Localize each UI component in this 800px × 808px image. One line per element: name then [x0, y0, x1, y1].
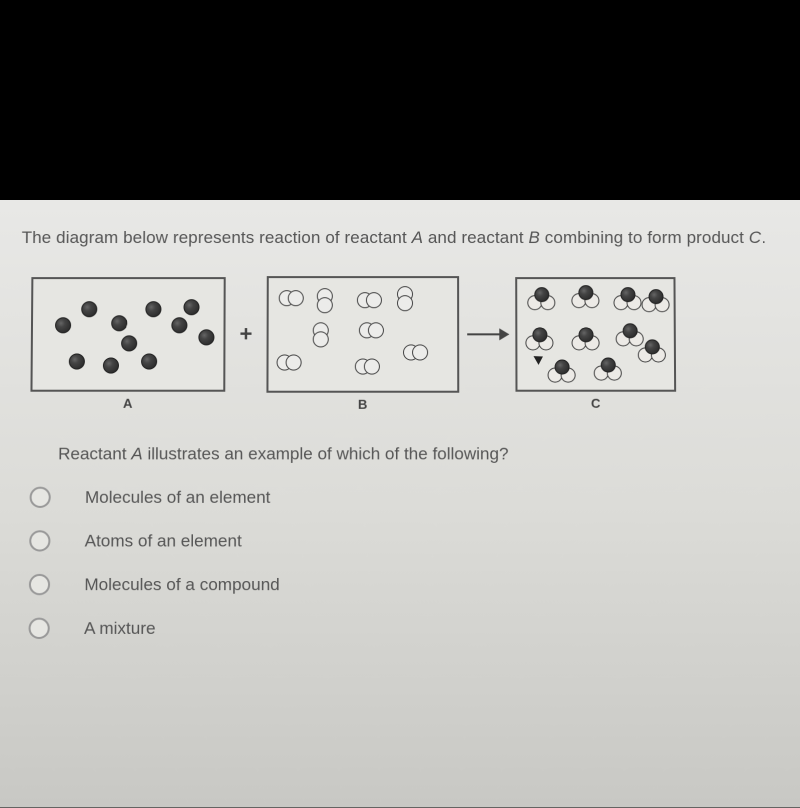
dark-atom	[103, 357, 119, 373]
dark-atom	[81, 301, 97, 317]
panel-a-wrap: A	[30, 277, 225, 411]
react-c-em: C	[749, 228, 762, 247]
option-row-1[interactable]: Atoms of an element	[29, 530, 800, 551]
open-pair	[317, 288, 333, 314]
dark-atom	[145, 301, 161, 317]
radio-icon[interactable]	[29, 574, 50, 595]
react-b-em: B	[528, 228, 540, 247]
option-label-1: Atoms of an element	[85, 531, 242, 551]
cursor-icon	[533, 352, 545, 365]
arrow-icon	[467, 333, 507, 335]
panel-c-label: C	[591, 396, 600, 411]
option-label-3: A mixture	[84, 618, 156, 638]
panel-b	[266, 276, 459, 393]
option-label-0: Molecules of an element	[85, 487, 271, 507]
product-molecule	[547, 359, 575, 383]
product-molecule	[613, 287, 641, 311]
q2-post: illustrates an example of which of the f…	[143, 444, 509, 463]
dark-atom	[198, 329, 214, 345]
options-list: Molecules of an element Atoms of an elem…	[28, 487, 800, 639]
dark-atom	[171, 317, 187, 333]
panel-b-wrap: B	[266, 276, 459, 412]
open-pair	[276, 354, 302, 370]
sub-question: Reactant A illustrates an example of whi…	[58, 444, 800, 464]
open-pair	[403, 344, 429, 360]
content-area: The diagram below represents reaction of…	[0, 200, 800, 639]
prompt-text: The diagram below represents reaction of…	[22, 228, 800, 248]
product-molecule	[594, 357, 622, 381]
panel-c	[515, 277, 676, 392]
dark-atom	[121, 335, 137, 351]
option-row-3[interactable]: A mixture	[28, 618, 800, 639]
dark-atom	[69, 353, 85, 369]
option-row-0[interactable]: Molecules of an element	[30, 487, 800, 508]
dark-atom	[183, 299, 199, 315]
product-molecule	[638, 339, 666, 363]
dark-atom	[111, 315, 127, 331]
product-molecule	[641, 289, 669, 313]
prompt-seg-4: .	[761, 228, 766, 247]
open-pair	[397, 286, 413, 312]
open-pair	[357, 292, 383, 308]
product-molecule	[571, 285, 599, 309]
open-pair	[313, 322, 329, 348]
dark-atom	[55, 317, 71, 333]
open-pair	[279, 290, 305, 306]
open-pair	[359, 322, 385, 338]
product-molecule	[571, 327, 599, 351]
radio-icon[interactable]	[28, 618, 49, 639]
panel-a	[30, 277, 225, 392]
q2-em: A	[131, 444, 143, 463]
plus-operator: +	[233, 321, 258, 367]
radio-icon[interactable]	[29, 530, 50, 551]
prompt-seg-2: and reactant	[423, 228, 528, 247]
panel-b-label: B	[358, 397, 367, 412]
product-molecule	[525, 327, 553, 351]
panel-a-label: A	[123, 396, 133, 411]
prompt-seg-1: The diagram below represents reaction of…	[22, 228, 412, 247]
dark-atom	[141, 353, 157, 369]
react-a-em: A	[412, 228, 423, 247]
panel-c-wrap: C	[515, 277, 676, 411]
radio-icon[interactable]	[30, 487, 51, 508]
prompt-seg-3: combining to form product	[540, 228, 749, 247]
option-row-2[interactable]: Molecules of a compound	[29, 574, 800, 595]
product-molecule	[527, 287, 555, 311]
reaction-equation: A + B C	[30, 276, 800, 412]
open-pair	[355, 358, 381, 374]
q2-pre: Reactant	[58, 444, 131, 463]
problem-paper: The diagram below represents reaction of…	[0, 200, 800, 808]
option-label-2: Molecules of a compound	[84, 574, 279, 594]
